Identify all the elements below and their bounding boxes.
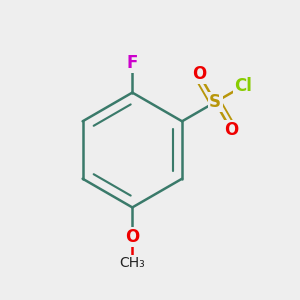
Text: O: O xyxy=(125,228,140,246)
Text: S: S xyxy=(209,93,221,111)
Text: CH₃: CH₃ xyxy=(119,256,145,270)
Text: O: O xyxy=(192,65,206,83)
Text: F: F xyxy=(127,54,138,72)
Text: O: O xyxy=(224,121,239,139)
Text: Cl: Cl xyxy=(234,77,252,95)
